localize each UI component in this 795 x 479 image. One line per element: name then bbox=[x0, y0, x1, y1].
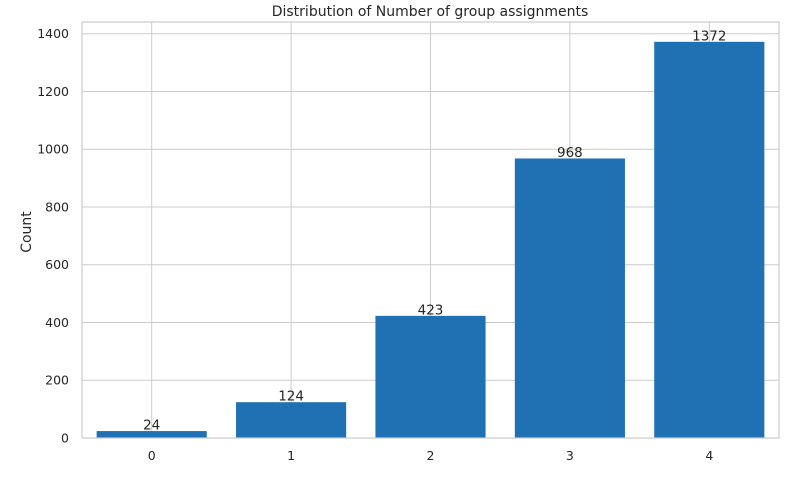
data-label-1: 124 bbox=[278, 389, 304, 405]
y-tick-labels: 0 200 400 600 800 1000 1200 1400 bbox=[37, 26, 69, 445]
data-labels: 24 124 423 968 1372 bbox=[143, 28, 726, 433]
y-tick-label: 200 bbox=[45, 373, 69, 388]
x-tick-labels: 0 1 2 3 4 bbox=[148, 448, 714, 463]
y-tick-label: 1400 bbox=[37, 26, 69, 41]
x-tick-label: 0 bbox=[148, 448, 156, 463]
y-axis-label: Count bbox=[19, 211, 35, 253]
y-tick-label: 400 bbox=[45, 315, 69, 330]
y-tick-label: 600 bbox=[45, 257, 69, 272]
data-label-2: 423 bbox=[418, 302, 444, 318]
x-tick-label: 2 bbox=[427, 448, 435, 463]
data-label-4: 1372 bbox=[692, 28, 726, 44]
y-tick-label: 0 bbox=[61, 431, 69, 446]
y-tick-label: 800 bbox=[45, 199, 69, 214]
data-label-3: 968 bbox=[557, 145, 583, 161]
bar-4 bbox=[654, 41, 765, 439]
data-label-0: 24 bbox=[143, 418, 160, 434]
x-tick-label: 1 bbox=[287, 448, 295, 463]
bar-3 bbox=[514, 158, 625, 438]
bar-0 bbox=[96, 431, 207, 438]
x-tick-label: 4 bbox=[705, 448, 713, 463]
bar-1 bbox=[236, 402, 347, 438]
y-tick-label: 1200 bbox=[37, 84, 69, 99]
y-tick-label: 1000 bbox=[37, 142, 69, 157]
chart-title: Distribution of Number of group assignme… bbox=[272, 4, 589, 20]
x-tick-label: 3 bbox=[566, 448, 574, 463]
bars bbox=[96, 41, 765, 439]
bar-2 bbox=[375, 315, 486, 438]
plot-frame bbox=[81, 21, 780, 439]
